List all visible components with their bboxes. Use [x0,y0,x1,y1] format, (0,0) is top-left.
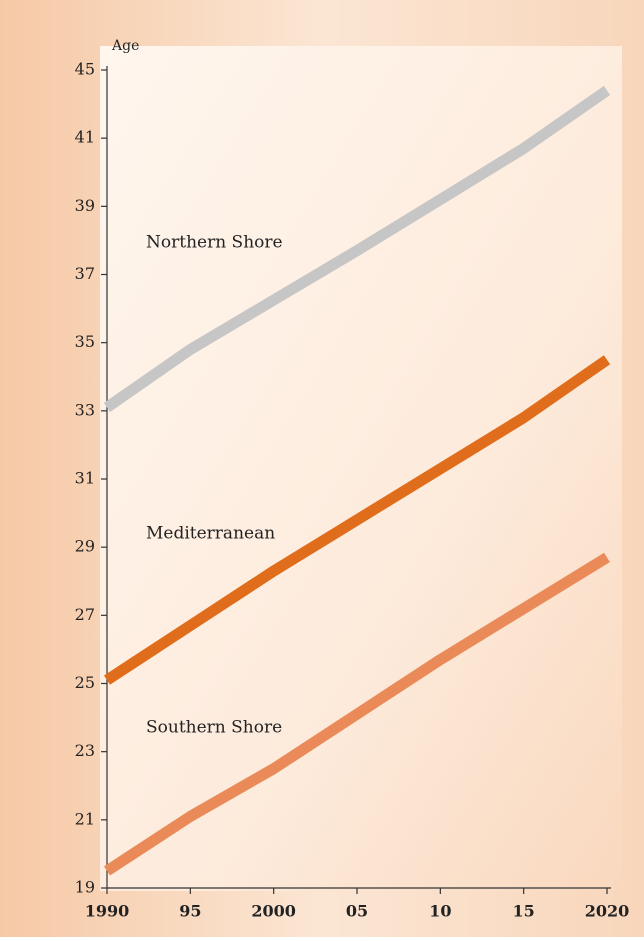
x-tick-label: 95 [179,902,201,921]
y-tick-label: 29 [75,537,95,556]
y-tick-label: 35 [75,332,95,351]
y-tick-label: 25 [75,673,95,692]
series-line [103,355,611,685]
y-tick-label: 27 [75,605,95,624]
x-tick-label: 2020 [585,902,630,921]
y-tick-label: 39 [75,196,95,215]
y-tick-label: 37 [75,264,95,283]
series-line [103,552,610,876]
series-line [103,85,611,412]
x-tick-label: 15 [513,902,535,921]
plot-area [100,46,622,891]
x-tick-label: 05 [346,902,368,921]
x-tick-label: 1990 [85,902,130,921]
y-tick-label: 21 [75,809,95,828]
y-tick-label: 33 [75,400,95,419]
series-label: Northern Shore [146,233,283,253]
series-label: Mediterranean [146,524,275,544]
y-tick-label: 41 [75,128,95,147]
y-axis-label: Age [111,38,139,54]
y-tick-label: 45 [75,60,95,79]
y-tick-label: 31 [75,469,95,488]
y-tick-label: 23 [75,741,95,760]
y-tick-label: 19 [75,878,95,897]
series-label: Southern Shore [146,718,282,738]
x-tick-label: 2000 [251,902,296,921]
x-tick-label: 10 [429,902,451,921]
